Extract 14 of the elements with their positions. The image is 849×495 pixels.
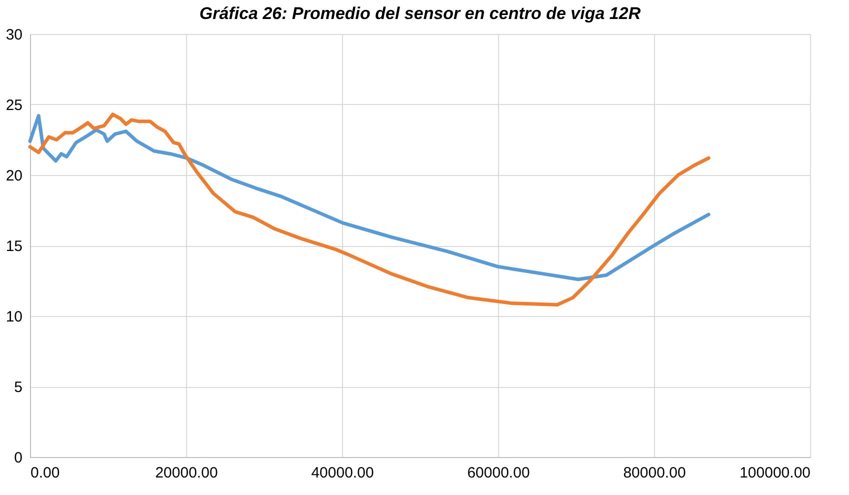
chart-title: Gráfica 26: Promedio del sensor en centro de viga 12R [199, 4, 642, 23]
x-tick-label: 100000.00 [740, 464, 810, 482]
y-tick-label: 5 [14, 379, 22, 396]
y-tick-label: 0 [14, 450, 22, 466]
x-tick-label: 80000.00 [623, 464, 686, 482]
y-tick-label: 20 [6, 168, 22, 184]
y-tick-label: 10 [6, 308, 22, 326]
y-tick-label: 15 [6, 238, 22, 255]
x-tick-label: 60000.00 [467, 464, 530, 482]
y-tick-label: 25 [6, 97, 22, 114]
x-tick-label: 20000.00 [155, 464, 218, 482]
x-tick-label: 0.00 [30, 464, 60, 482]
y-tick-label: 30 [6, 26, 22, 44]
x-tick-label: 40000.00 [311, 464, 374, 482]
